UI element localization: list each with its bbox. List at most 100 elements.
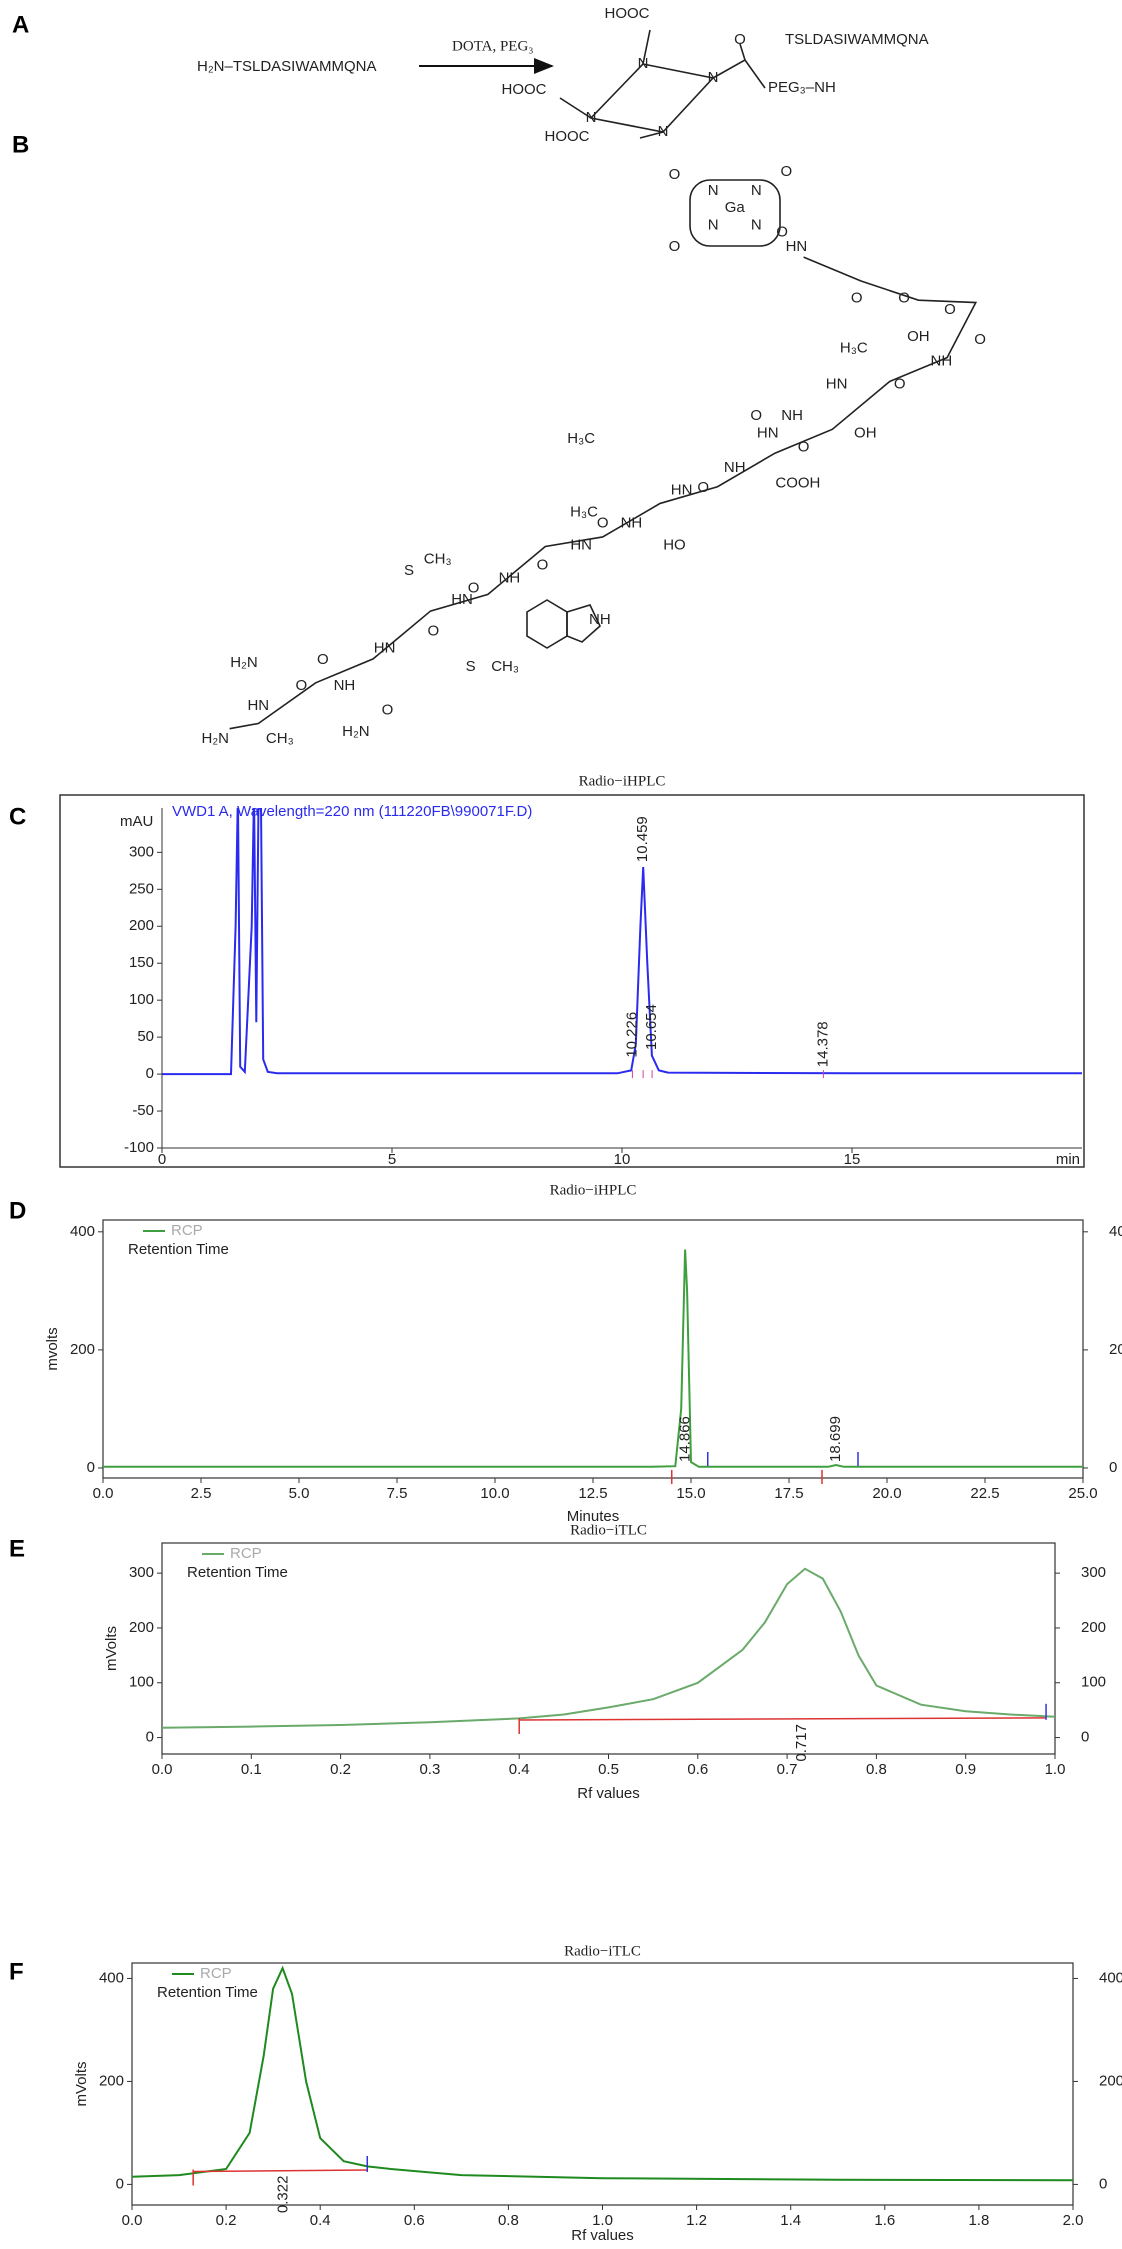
y-tick-label: 150 <box>129 954 154 971</box>
atom-label: HN <box>247 697 269 714</box>
x-tick-label: 10 <box>614 1151 631 1168</box>
product-label: N <box>708 69 719 86</box>
atom-label: CH₃ <box>266 730 294 747</box>
plot-frame <box>102 1219 1084 1479</box>
atom-label: S <box>466 658 476 675</box>
x-tick-label: 1.4 <box>780 2212 801 2229</box>
atom-label: O <box>798 439 810 456</box>
x-tick-label: 5.0 <box>289 1485 310 1502</box>
atom-label: HN <box>451 591 473 608</box>
y-tick-label: 0 <box>116 2175 124 2192</box>
atom-label: O <box>851 289 863 306</box>
x-tick-label: 0.7 <box>777 1761 798 1778</box>
product-label: PEG₃–NH <box>768 79 836 96</box>
atom-label: COOH <box>775 475 820 492</box>
y2-tick-label: 200 <box>1081 1619 1106 1636</box>
atom-label: H₂N <box>202 730 230 747</box>
atom-label: O <box>296 677 308 694</box>
x-tick-label: 0.0 <box>152 1761 173 1778</box>
legend-subtitle: Retention Time <box>187 1564 288 1581</box>
integration-baseline <box>193 2169 368 2173</box>
x-tick-label: 0.1 <box>241 1761 262 1778</box>
y2-tick-label: 400 <box>1109 1223 1122 1240</box>
y-tick-label: 200 <box>70 1341 95 1358</box>
x-tick-label: 0.4 <box>310 2212 331 2229</box>
y2-tick-label: 200 <box>1099 2072 1122 2089</box>
product-label: HOOC <box>605 5 650 22</box>
y-tick-label: 50 <box>137 1028 154 1045</box>
x-axis-label: Rf values <box>571 2227 634 2244</box>
atom-label: NH <box>589 611 611 628</box>
atom-label: CH₃ <box>424 551 452 568</box>
atom-label: N <box>751 216 762 233</box>
atom-label: O <box>382 701 394 718</box>
y-tick-label: 100 <box>129 1674 154 1691</box>
atom-label: O <box>776 223 788 240</box>
peak-label: 14.378 <box>814 1021 831 1067</box>
atom-label: O <box>898 289 910 306</box>
atom-label: NH <box>931 353 953 370</box>
atom-label: O <box>669 166 681 183</box>
x-axis-label: Rf values <box>577 1785 640 1802</box>
atom-label: O <box>781 163 793 180</box>
y-axis-label: mvolts <box>44 1327 61 1370</box>
chart-header: VWD1 A, Wavelength=220 nm (111220FB\9900… <box>172 803 532 820</box>
product-label: N <box>638 55 649 72</box>
atom-label: O <box>974 331 986 348</box>
x-tick-label: 7.5 <box>387 1485 408 1502</box>
series-line <box>103 1249 1083 1468</box>
x-tick-label: 0 <box>158 1151 166 1168</box>
atom-label: S <box>404 562 414 579</box>
macrocycle-ring <box>589 63 715 133</box>
legend-label: RCP <box>230 1545 262 1562</box>
y2-tick-label: 300 <box>1081 1564 1106 1581</box>
product-label: O <box>734 31 746 48</box>
x-tick-label: 0.0 <box>93 1485 114 1502</box>
atom-label: N <box>708 216 719 233</box>
panel-label: D <box>9 1197 26 1224</box>
product-label: TSLDASIWAMMQNA <box>785 31 929 48</box>
atom-label: H₃C <box>567 430 595 447</box>
atom-label: N <box>751 182 762 199</box>
x-tick-label: 0.3 <box>419 1761 440 1778</box>
atom-label: HN <box>671 482 693 499</box>
x-tick-label: 20.0 <box>872 1485 901 1502</box>
atom-label: H₃C <box>570 503 598 520</box>
x-tick-label: 1.6 <box>874 2212 895 2229</box>
y-tick-label: 300 <box>129 1564 154 1581</box>
atom-label: O <box>317 651 329 668</box>
atom-label: O <box>468 579 480 596</box>
y2-tick-label: 0 <box>1099 2175 1107 2192</box>
y-tick-label: 400 <box>70 1223 95 1240</box>
x-tick-label: 0.8 <box>866 1761 887 1778</box>
x-tick-label: 0.6 <box>687 1761 708 1778</box>
y-tick-label: 200 <box>99 2072 124 2089</box>
x-axis-label: Minutes <box>567 1508 620 1525</box>
y-tick-label: 200 <box>129 917 154 934</box>
atom-label: CH₃ <box>491 658 519 675</box>
x-tick-label: 2.0 <box>1063 2212 1084 2229</box>
product-label: N <box>586 109 597 126</box>
reactant: H₂N–TSLDASIWAMMQNA <box>197 58 376 75</box>
y-tick-label: 400 <box>99 1969 124 1986</box>
integration-baseline <box>519 1717 1047 1721</box>
legend-label: RCP <box>171 1222 203 1239</box>
series-line <box>132 1965 1073 2182</box>
atom-label: NH <box>621 515 643 532</box>
atom-label: NH <box>724 459 746 476</box>
y-tick-label: -100 <box>124 1139 154 1156</box>
x-tick-label: 0.4 <box>509 1761 530 1778</box>
y-tick-label: 0 <box>146 1729 154 1746</box>
x-tick-label: 22.5 <box>970 1485 999 1502</box>
x-tick-label: 1.0 <box>592 2212 613 2229</box>
outer-frame <box>59 794 1085 1168</box>
peak-label: 18.699 <box>827 1416 844 1462</box>
series-line <box>162 808 1082 1076</box>
panel-label: E <box>9 1535 25 1562</box>
panel-label: C <box>9 803 26 830</box>
plot-frame <box>161 1542 1056 1755</box>
atom-label: O <box>597 515 609 532</box>
atom-label: NH <box>334 677 356 694</box>
atom-label: O <box>669 238 681 255</box>
y2-tick-label: 400 <box>1099 1969 1122 1986</box>
